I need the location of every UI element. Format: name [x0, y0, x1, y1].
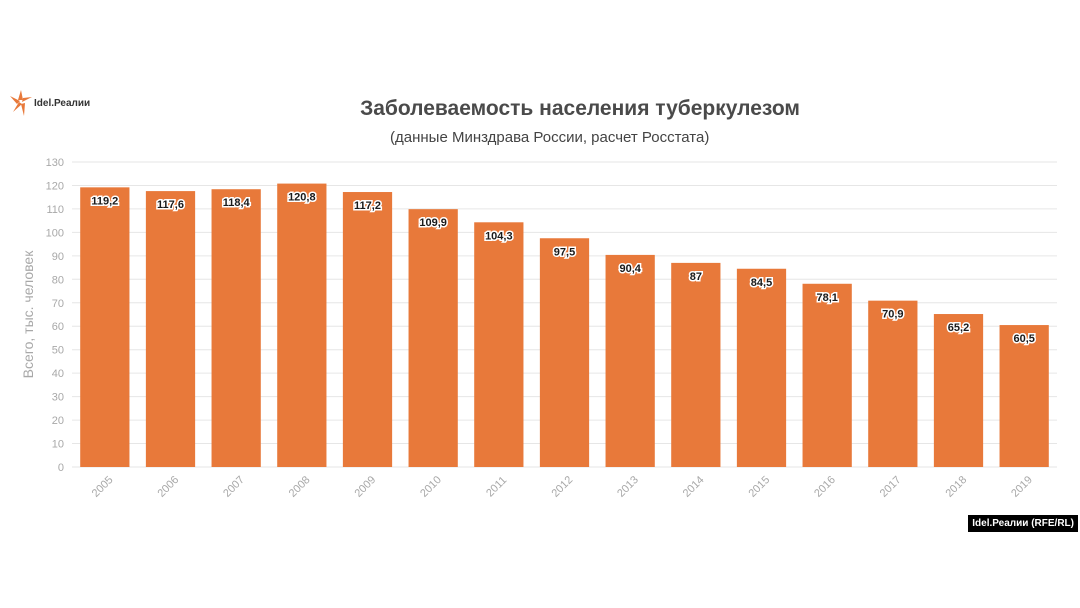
credit-badge: Idel.Реалии (RFE/RL)	[968, 515, 1078, 532]
y-tick-label: 30	[52, 392, 64, 404]
x-tick-label: 2005	[90, 474, 116, 500]
bar	[408, 209, 458, 467]
data-label: 90,4	[619, 263, 641, 275]
bar	[80, 187, 130, 468]
data-label: 119,2	[91, 195, 118, 207]
y-tick-label: 60	[52, 321, 64, 333]
y-tick-label: 80	[52, 274, 64, 286]
chart-subtitle: (данные Минздрава России, расчет Росстат…	[390, 129, 710, 146]
data-label: 78,1	[816, 292, 837, 304]
bar	[342, 192, 393, 467]
y-tick-label: 50	[52, 345, 64, 357]
data-label: 97,5	[554, 246, 575, 258]
x-tick-label: 2012	[549, 474, 575, 500]
data-label: 87	[690, 271, 702, 283]
x-tick-label: 2008	[287, 474, 313, 500]
bar	[605, 254, 655, 467]
data-label: 120,8	[288, 192, 316, 204]
bar	[802, 283, 852, 467]
bar	[868, 300, 918, 467]
data-label: 109,9	[419, 217, 447, 229]
y-tick-label: 110	[46, 204, 64, 216]
x-tick-label: 2006	[155, 474, 181, 500]
bar	[539, 238, 590, 467]
y-tick-label: 20	[52, 415, 64, 427]
x-tick-label: 2014	[681, 474, 707, 500]
x-tick-label: 2007	[221, 474, 247, 500]
y-tick-label: 130	[46, 157, 64, 169]
data-label: 118,4	[223, 197, 251, 209]
x-tick-label: 2015	[746, 474, 772, 500]
bar	[736, 268, 787, 467]
chart-title: Заболеваемость населения туберкулезом	[360, 97, 800, 120]
x-tick-label: 2013	[615, 474, 641, 500]
y-tick-label: 70	[52, 298, 64, 310]
y-axis-label: Всего, тыс. человек	[20, 250, 36, 379]
brand-logo: Idel.Реалии	[10, 90, 90, 116]
data-label: 60,5	[1013, 333, 1034, 345]
x-tick-label: 2018	[943, 474, 969, 500]
data-label: 70,9	[882, 309, 903, 321]
burst-icon	[10, 90, 32, 116]
data-label: 65,2	[948, 322, 969, 334]
x-tick-label: 2011	[484, 474, 509, 499]
y-tick-label: 0	[58, 462, 64, 474]
x-tick-label: 2010	[418, 474, 444, 500]
x-tick-label: 2016	[812, 474, 838, 500]
y-tick-label: 40	[52, 368, 64, 380]
data-label: 104,3	[485, 230, 513, 242]
bar	[933, 314, 984, 467]
bar	[671, 262, 721, 467]
bar	[145, 191, 196, 468]
logo-text: Idel.Реалии	[34, 97, 91, 109]
bar	[211, 189, 261, 467]
bar	[277, 183, 327, 468]
x-tick-label: 2019	[1009, 474, 1035, 500]
x-tick-label: 2017	[878, 474, 904, 500]
data-label: 117,6	[157, 199, 184, 211]
bar	[999, 325, 1049, 467]
data-label: 84,5	[751, 277, 772, 289]
y-tick-label: 10	[52, 439, 64, 451]
y-tick-label: 90	[52, 251, 64, 263]
x-tick-label: 2009	[352, 474, 378, 500]
y-tick-label: 100	[46, 227, 64, 239]
y-tick-label: 120	[46, 180, 64, 192]
data-label: 117,2	[354, 200, 381, 212]
bar	[474, 222, 524, 467]
